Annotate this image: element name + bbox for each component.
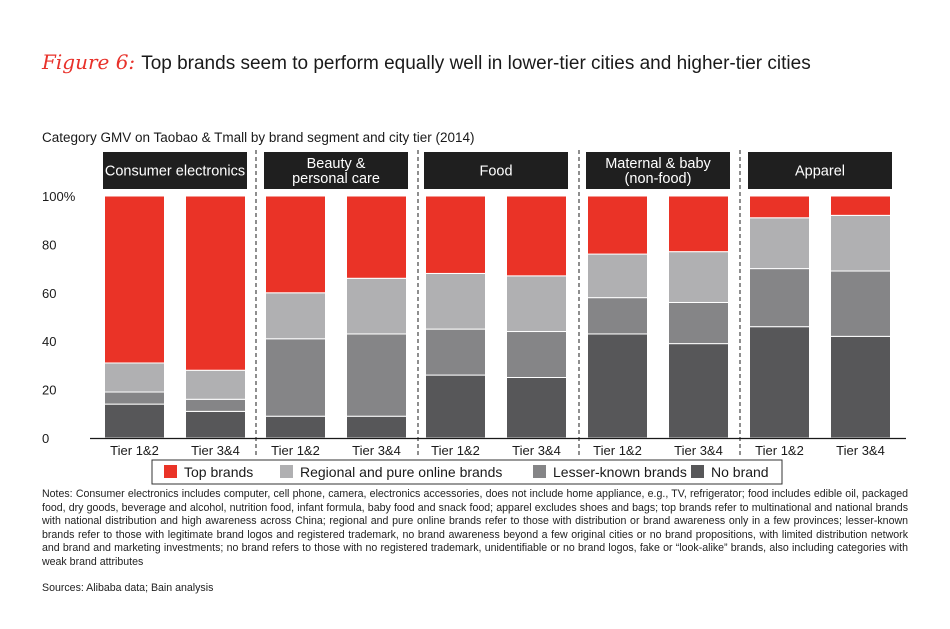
y-tick-label: 60	[42, 286, 56, 301]
bar-segment-no-brand	[830, 335, 891, 439]
bar-segment-lesser-known	[587, 297, 648, 335]
bar-segment-regional	[506, 275, 567, 333]
bar-segment-regional	[749, 217, 810, 270]
legend-label: No brand	[711, 464, 769, 480]
legend-swatch	[164, 465, 177, 478]
y-tick-label: 100%	[42, 189, 76, 204]
category-header	[103, 152, 247, 189]
bar-segment-no-brand	[185, 410, 246, 439]
bar-segment-no-brand	[506, 377, 567, 439]
category-header	[264, 152, 408, 189]
bar-segment-no-brand	[749, 326, 810, 439]
stacked-bar-chart: 0 20 40 60 80 100% Consumer electronics Tier 1&…	[42, 150, 906, 485]
bar-segment-lesser-known	[425, 328, 486, 376]
legend-swatch	[691, 465, 704, 478]
category-header	[586, 152, 730, 189]
x-tick-label: Tier 3&4	[836, 443, 885, 458]
figure-title: Figure 6: Top brands seem to perform equa…	[42, 50, 811, 75]
bar-segment-lesser-known	[830, 270, 891, 337]
legend-label: Top brands	[184, 464, 253, 480]
bar-segment-lesser-known	[185, 398, 246, 412]
category-header-label: Apparel	[795, 164, 845, 180]
y-tick-label: 20	[42, 383, 56, 398]
category-header	[748, 152, 892, 189]
x-tick-label: Tier 3&4	[352, 443, 401, 458]
bar-segment-lesser-known	[668, 301, 729, 345]
bar-segment-top-brands	[749, 195, 810, 219]
category-header-label: (non-food)	[625, 171, 692, 187]
bar-segment-regional	[425, 272, 486, 330]
bar-segment-no-brand	[104, 403, 165, 439]
bar-segment-top-brands	[185, 195, 246, 371]
category-header-label: Beauty &	[307, 156, 366, 172]
legend-box	[151, 459, 783, 485]
bar-segment-regional	[668, 251, 729, 303]
bar-segment-regional	[346, 277, 407, 335]
category-header	[424, 152, 568, 189]
bar-segment-top-brands	[830, 195, 891, 216]
legend-label: Lesser-known brands	[553, 464, 687, 480]
legend-label: Regional and pure online brands	[300, 464, 502, 480]
x-tick-label: Tier 1&2	[755, 443, 804, 458]
bar-segment-regional	[185, 369, 246, 400]
legend-swatch	[280, 465, 293, 478]
category-header-label: Food	[479, 164, 512, 180]
bar-segment-lesser-known	[506, 331, 567, 378]
bar-segment-top-brands	[104, 195, 165, 364]
bar-segment-top-brands	[668, 195, 729, 253]
bar-segment-no-brand	[265, 415, 326, 439]
category-header-label: Maternal & baby	[605, 156, 711, 172]
bar-segment-lesser-known	[749, 268, 810, 328]
x-tick-label: Tier 3&4	[191, 443, 240, 458]
bar-segment-regional	[587, 253, 648, 299]
figure-title-text: Top brands seem to perform equally well …	[141, 53, 811, 74]
bar-segment-lesser-known	[346, 333, 407, 417]
x-tick-label: Tier 1&2	[271, 443, 320, 458]
bar-segment-lesser-known	[104, 391, 165, 405]
x-tick-label: Tier 1&2	[431, 443, 480, 458]
bar-segment-no-brand	[346, 415, 407, 439]
y-tick-label: 80	[42, 237, 56, 252]
bar-segment-top-brands	[346, 195, 407, 279]
chart-subtitle: Category GMV on Taobao & Tmall by brand …	[42, 130, 475, 145]
bar-segment-top-brands	[506, 195, 567, 277]
notes: Notes: Consumer electronics includes com…	[42, 488, 908, 568]
x-tick-label: Tier 1&2	[110, 443, 159, 458]
bar-segment-no-brand	[425, 374, 486, 439]
category-header-label: Consumer electronics	[105, 164, 245, 180]
bar-segment-regional	[104, 362, 165, 393]
y-tick-label: 0	[42, 431, 49, 446]
category-header-label: personal care	[292, 171, 380, 187]
bar-segment-top-brands	[587, 195, 648, 255]
bar-segment-top-brands	[265, 195, 326, 294]
x-tick-label: Tier 3&4	[512, 443, 561, 458]
x-tick-label: Tier 1&2	[593, 443, 642, 458]
bar-segment-lesser-known	[265, 338, 326, 417]
figure-label: Figure 6:	[42, 50, 136, 74]
sources: Sources: Alibaba data; Bain analysis	[42, 582, 214, 594]
bar-segment-regional	[265, 292, 326, 340]
y-tick-label: 40	[42, 334, 56, 349]
bar-segment-regional	[830, 214, 891, 272]
x-tick-label: Tier 3&4	[674, 443, 723, 458]
legend-swatch	[533, 465, 546, 478]
bar-segment-no-brand	[668, 343, 729, 439]
bar-segment-top-brands	[425, 195, 486, 274]
bar-segment-no-brand	[587, 333, 648, 439]
